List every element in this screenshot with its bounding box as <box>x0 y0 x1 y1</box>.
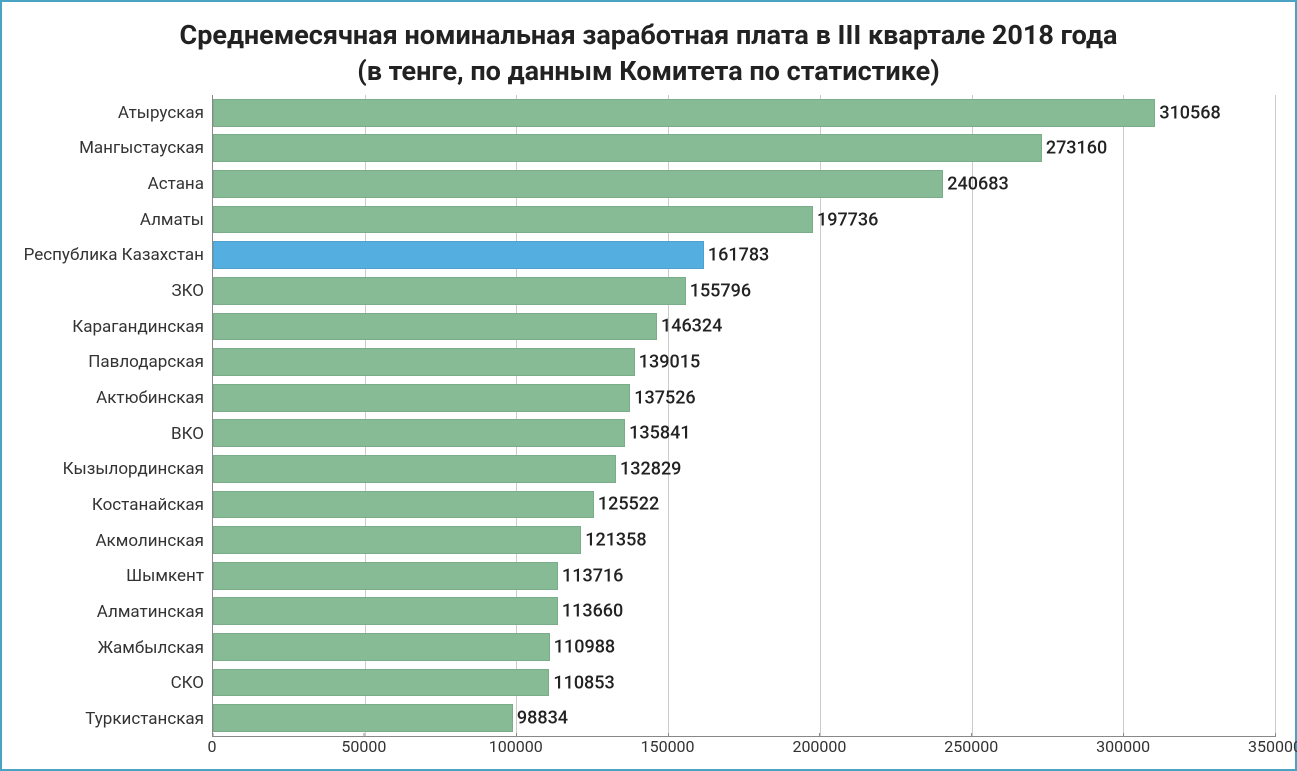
x-axis-tick-mark <box>364 733 365 737</box>
bar-row: 240683 <box>213 166 1275 202</box>
bar-row: 310568 <box>213 95 1275 131</box>
bar-row: 155796 <box>213 273 1275 309</box>
bar: 135841 <box>213 419 625 447</box>
bar: 310568 <box>213 99 1155 127</box>
bar: 132829 <box>213 455 616 483</box>
bar: 125522 <box>213 491 594 519</box>
chart-container: Среднемесячная номинальная заработная пл… <box>0 0 1297 771</box>
bar-value-label: 113716 <box>557 565 623 586</box>
bar: 110853 <box>213 669 549 697</box>
y-axis-category-label: Кызылординская <box>22 452 212 488</box>
bar-value-label: 155796 <box>685 280 751 301</box>
bar-value-label: 135841 <box>624 423 690 444</box>
x-axis-tick-mark <box>1275 733 1276 737</box>
chart-title-line2: (в тенге, по данным Комитета по статисти… <box>22 53 1275 89</box>
bar: 113660 <box>213 597 558 625</box>
x-axis-tick-mark <box>516 733 517 737</box>
bar-value-label: 273160 <box>1041 138 1107 159</box>
y-axis-category-label: Мангыстауская <box>22 131 212 167</box>
bar: 139015 <box>213 348 635 376</box>
y-axis-category-label: Алматы <box>22 202 212 238</box>
y-axis-category-label: Астана <box>22 166 212 202</box>
y-axis-category-label: Туркистанская <box>22 701 212 737</box>
bar-value-label: 310568 <box>1154 102 1220 123</box>
y-axis-category-label: Республика Казахстан <box>22 238 212 274</box>
x-axis-tick-label: 0 <box>208 737 217 756</box>
x-axis-tick-label: 150000 <box>641 737 695 756</box>
grid-line <box>1275 95 1276 736</box>
x-axis-tick-mark <box>971 733 972 737</box>
y-axis-category-label: Шымкент <box>22 559 212 595</box>
bar-row: 137526 <box>213 380 1275 416</box>
bar: 110988 <box>213 633 550 661</box>
bar-row: 113716 <box>213 558 1275 594</box>
bar-value-label: 137526 <box>629 387 695 408</box>
y-axis-category-label: Павлодарская <box>22 345 212 381</box>
bar-row: 197736 <box>213 202 1275 238</box>
y-axis-category-label: Алматинская <box>22 594 212 630</box>
x-axis-tick-label: 300000 <box>1096 737 1150 756</box>
bar: 113716 <box>213 562 558 590</box>
y-axis-category-label: Акмолинская <box>22 523 212 559</box>
bar-row: 273160 <box>213 130 1275 166</box>
bar: 98834 <box>213 704 513 732</box>
x-axis-tick-label: 50000 <box>341 737 386 756</box>
bar-row: 146324 <box>213 309 1275 345</box>
bar: 273160 <box>213 134 1042 162</box>
bar: 240683 <box>213 170 943 198</box>
bar-row: 110988 <box>213 629 1275 665</box>
y-axis-category-label: Атыруская <box>22 95 212 131</box>
bar: 137526 <box>213 384 630 412</box>
bar-row: 110853 <box>213 665 1275 701</box>
bar-value-label: 98834 <box>512 708 568 729</box>
x-axis-tick-mark <box>1123 733 1124 737</box>
y-axis-category-label: ЗКО <box>22 273 212 309</box>
y-axis-category-label: СКО <box>22 666 212 702</box>
bar-value-label: 197736 <box>812 209 878 230</box>
bars-region: АтырускаяМангыстаускаяАстанаАлматыРеспуб… <box>22 95 1275 737</box>
bar-value-label: 113660 <box>557 601 623 622</box>
bar: 197736 <box>213 206 813 234</box>
x-axis-tick-label: 100000 <box>489 737 543 756</box>
x-axis-tick-mark <box>212 733 213 737</box>
bar-row: 132829 <box>213 451 1275 487</box>
bar: 155796 <box>213 277 686 305</box>
x-axis-tick-label: 200000 <box>792 737 846 756</box>
bar-value-label: 125522 <box>593 494 659 515</box>
y-axis-category-label: Костанайская <box>22 487 212 523</box>
bar-value-label: 161783 <box>703 245 769 266</box>
bar-row: 113660 <box>213 594 1275 630</box>
bar-row: 121358 <box>213 522 1275 558</box>
chart-title: Среднемесячная номинальная заработная пл… <box>22 17 1275 90</box>
chart-title-line1: Среднемесячная номинальная заработная пл… <box>22 17 1275 53</box>
plot-area: АтырускаяМангыстаускаяАстанаАлматыРеспуб… <box>22 95 1275 759</box>
x-axis-tick-mark <box>819 733 820 737</box>
x-axis: 0500001000001500002000002500003000003500… <box>212 737 1275 759</box>
bar-row: 135841 <box>213 415 1275 451</box>
x-axis-tick-label: 250000 <box>944 737 998 756</box>
y-axis-labels: АтырускаяМангыстаускаяАстанаАлматыРеспуб… <box>22 95 212 737</box>
bar-value-label: 110988 <box>549 636 615 657</box>
bar-value-label: 240683 <box>942 173 1008 194</box>
x-axis-tick-label: 350000 <box>1248 737 1297 756</box>
bar-value-label: 132829 <box>615 458 681 479</box>
bar-value-label: 139015 <box>634 351 700 372</box>
bar-row: 125522 <box>213 487 1275 523</box>
y-axis-category-label: ВКО <box>22 416 212 452</box>
bar-value-label: 146324 <box>656 316 722 337</box>
bar: 146324 <box>213 313 657 341</box>
bar-value-label: 121358 <box>580 530 646 551</box>
bar-row: 98834 <box>213 700 1275 736</box>
bar: 121358 <box>213 526 581 554</box>
y-axis-category-label: Актюбинская <box>22 380 212 416</box>
y-axis-category-label: Жамбылская <box>22 630 212 666</box>
bar-value-label: 110853 <box>548 672 614 693</box>
y-axis-category-label: Карагандинская <box>22 309 212 345</box>
bars-canvas: 310568 273160 240683 197736 161783 155796 1463… <box>212 95 1275 737</box>
bar-row: 161783 <box>213 237 1275 273</box>
x-axis-tick-mark <box>668 733 669 737</box>
bar: 161783 <box>213 241 704 269</box>
bar-row: 139015 <box>213 344 1275 380</box>
